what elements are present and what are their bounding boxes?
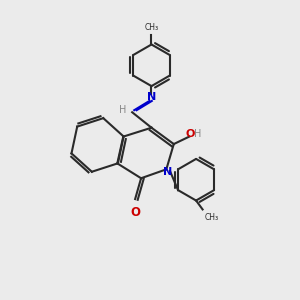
Text: H: H [194, 129, 201, 139]
Text: O: O [130, 206, 140, 219]
Text: CH₃: CH₃ [144, 23, 158, 32]
Text: CH₃: CH₃ [204, 213, 218, 222]
Text: O: O [185, 129, 194, 139]
Text: H: H [119, 105, 127, 115]
Text: N: N [147, 92, 156, 102]
Text: N: N [163, 167, 172, 177]
